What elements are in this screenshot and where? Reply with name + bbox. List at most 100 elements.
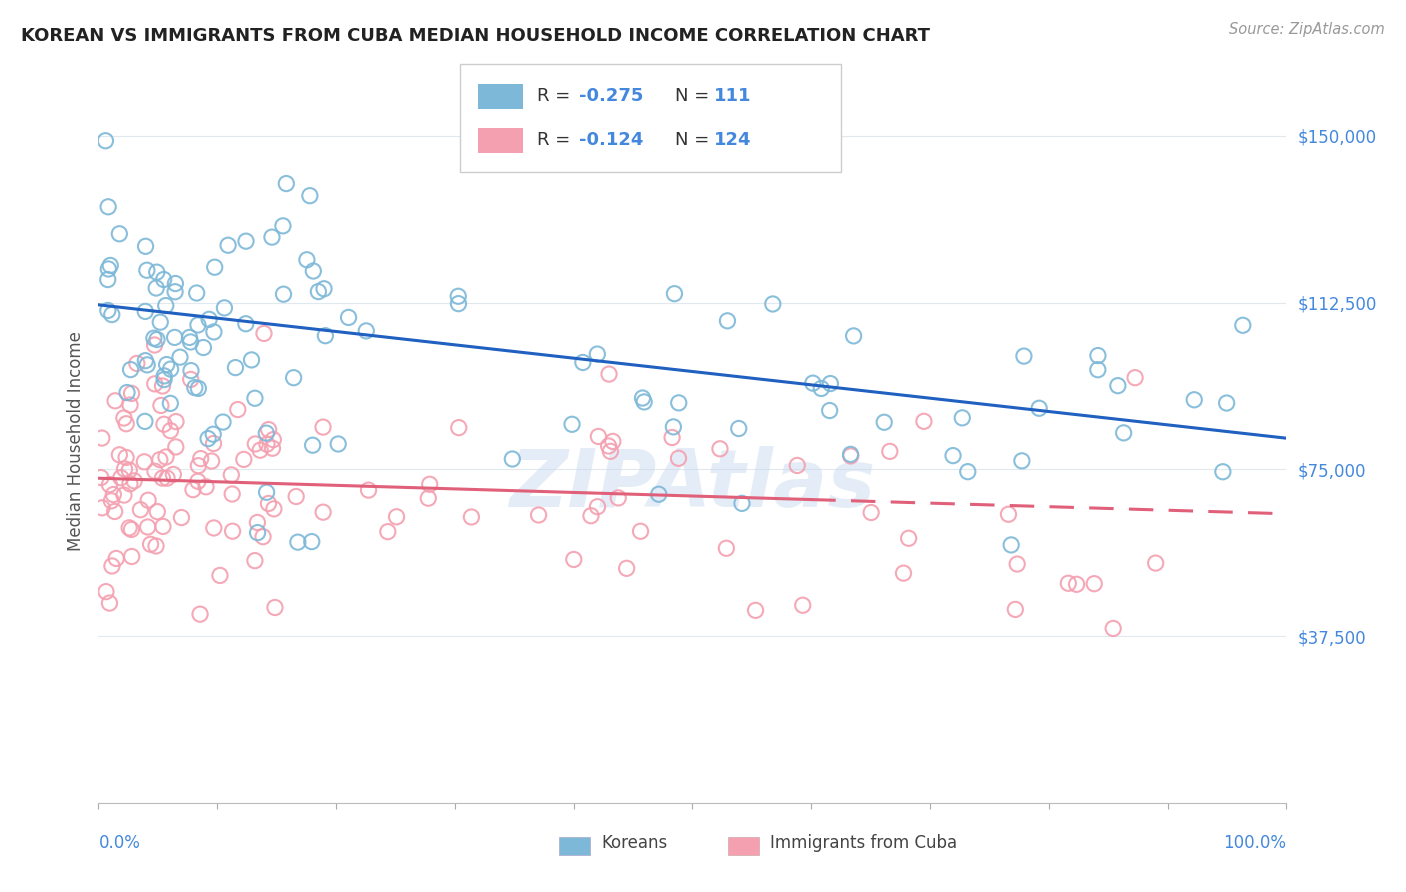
Point <box>235 317 257 331</box>
Point <box>153 373 176 387</box>
Point <box>460 510 482 524</box>
Point <box>897 531 920 545</box>
Point <box>572 355 595 369</box>
Point <box>180 334 202 349</box>
Point <box>295 252 318 267</box>
Text: ZIPAtlas: ZIPAtlas <box>509 446 876 524</box>
Point <box>97 272 120 286</box>
Point <box>145 281 167 295</box>
Point <box>598 439 620 453</box>
Point <box>94 134 117 148</box>
Point <box>630 524 652 539</box>
Text: 0.0%: 0.0% <box>98 834 141 852</box>
Point <box>193 341 215 355</box>
Point <box>240 352 263 367</box>
Point <box>1212 465 1234 479</box>
Text: R =: R = <box>537 87 576 105</box>
Point <box>1011 454 1033 468</box>
Point <box>1004 602 1026 616</box>
Point <box>232 452 254 467</box>
Text: N =: N = <box>675 131 714 149</box>
Point <box>727 421 749 435</box>
Point <box>246 525 269 540</box>
Point <box>709 442 731 456</box>
Point <box>257 496 280 510</box>
Point <box>820 376 842 391</box>
Point <box>135 263 157 277</box>
Point <box>121 549 143 564</box>
Text: Immigrants from Cuba: Immigrants from Cuba <box>770 834 957 852</box>
Point <box>254 426 277 441</box>
Point <box>187 318 209 332</box>
Point <box>134 455 156 469</box>
Point <box>839 449 862 463</box>
Point <box>143 464 166 478</box>
Point <box>1083 576 1105 591</box>
Point <box>115 450 138 465</box>
Point <box>97 200 120 214</box>
Point <box>661 430 683 444</box>
Point <box>165 285 187 299</box>
Point <box>163 330 186 344</box>
Point <box>180 363 202 377</box>
Point <box>256 437 278 451</box>
Point <box>283 370 305 384</box>
Point <box>786 458 808 473</box>
Point <box>668 451 690 466</box>
Point <box>122 474 145 488</box>
Point <box>135 239 157 253</box>
Point <box>184 381 207 395</box>
Point <box>1087 362 1109 376</box>
Point <box>354 324 377 338</box>
Point <box>245 437 267 451</box>
Point <box>997 508 1019 522</box>
Point <box>149 315 172 329</box>
Point <box>273 287 295 301</box>
Point <box>153 368 176 383</box>
Point <box>668 396 690 410</box>
Point <box>162 467 184 482</box>
Point <box>108 448 131 462</box>
Point <box>208 568 231 582</box>
Point <box>179 330 201 344</box>
Point <box>190 451 212 466</box>
Text: 100.0%: 100.0% <box>1223 834 1286 852</box>
Point <box>253 326 276 341</box>
Point <box>118 521 141 535</box>
Point <box>447 420 470 434</box>
Point <box>579 508 602 523</box>
Point <box>260 230 283 244</box>
Point <box>202 436 225 450</box>
Point <box>818 403 841 417</box>
Point <box>842 329 865 343</box>
Point <box>200 454 222 468</box>
Text: N =: N = <box>675 87 714 105</box>
Point <box>125 356 148 370</box>
Point <box>1005 557 1028 571</box>
Point <box>1028 401 1050 416</box>
Text: R =: R = <box>537 131 576 149</box>
Point <box>447 296 470 310</box>
Point <box>1144 556 1167 570</box>
Point <box>105 551 128 566</box>
Point <box>263 501 285 516</box>
Point <box>314 328 336 343</box>
Point <box>527 508 550 522</box>
Point <box>90 470 112 484</box>
Point <box>792 599 814 613</box>
Point <box>762 297 785 311</box>
Point <box>648 487 671 501</box>
Point <box>1000 538 1022 552</box>
Point <box>801 376 824 391</box>
Point <box>221 467 243 482</box>
Point <box>562 552 585 566</box>
Point <box>249 443 271 458</box>
Point <box>302 264 325 278</box>
Point <box>257 423 280 437</box>
Point <box>186 285 208 300</box>
Point <box>112 411 135 425</box>
Point <box>202 427 225 442</box>
Point <box>115 417 138 431</box>
Point <box>143 338 166 352</box>
Point <box>195 480 218 494</box>
